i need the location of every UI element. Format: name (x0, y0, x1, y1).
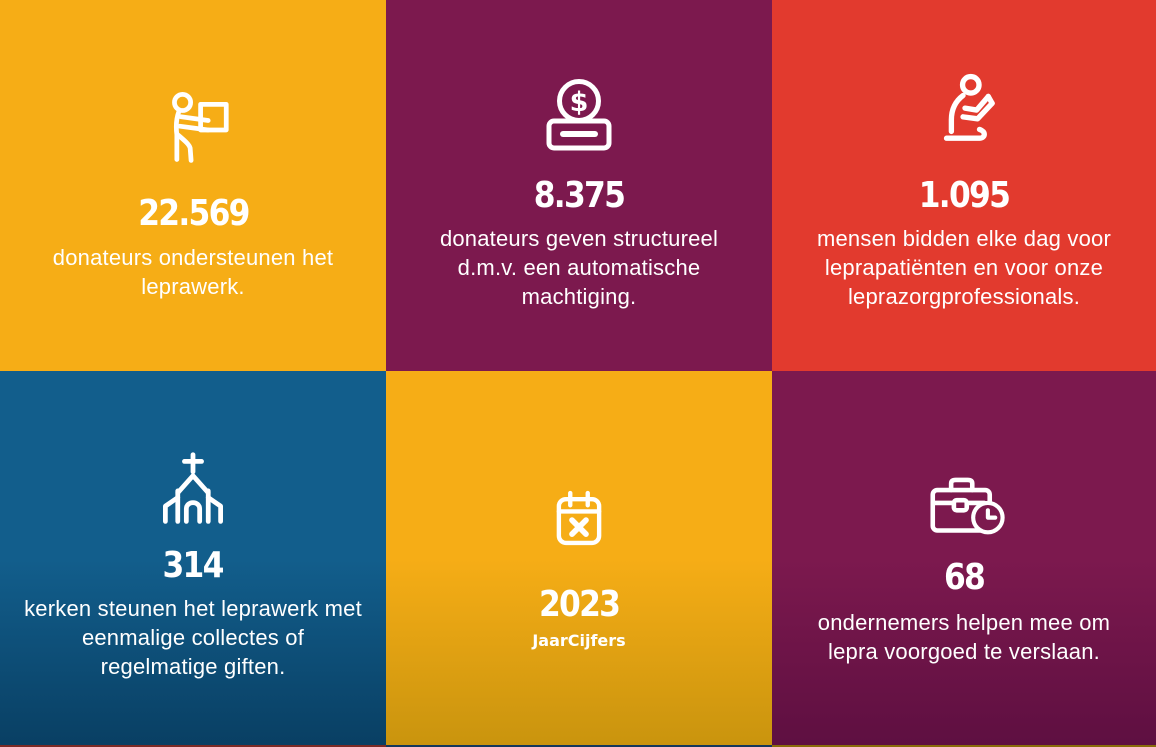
stat-description: mensen bidden elke dag voor leprapatiënt… (817, 224, 1111, 311)
person-carrying-box-icon (156, 92, 230, 168)
description-line: leprapatiënten en voor onze (824, 255, 1104, 280)
page-edge-sliver (772, 745, 1156, 747)
stat-tile-kerken: 314 kerken steunen het leprawerk met een… (0, 371, 386, 747)
briefcase-clock-icon (923, 468, 1005, 536)
description-line: mensen bidden elke dag voor (816, 226, 1112, 251)
description-line: donateurs ondersteunen het (52, 245, 334, 270)
stat-description: ondernemers helpen mee om lepra voorgoed… (818, 608, 1110, 666)
stat-tile-bidders: 1.095 mensen bidden elke dag voor leprap… (772, 0, 1156, 371)
description-line: lepra voorgoed te verslaan. (827, 639, 1100, 664)
stat-value: 68 (943, 557, 986, 598)
stat-description: donateurs ondersteunen het leprawerk. (53, 243, 333, 301)
kneeling-prayer-icon (931, 72, 997, 152)
page-edge-sliver (0, 745, 386, 747)
stat-description: donateurs geven structureel d.m.v. een a… (440, 224, 718, 311)
description-line: leprazorgprofessionals. (847, 284, 1081, 309)
description-line: eenmalige collectes of (81, 625, 305, 650)
stat-tile-donateurs: 22.569 donateurs ondersteunen het lepraw… (0, 0, 386, 371)
stat-value: 8.375 (533, 175, 626, 216)
description-line: machtiging. (521, 284, 637, 309)
stat-tile-structurele-donateurs: $ 8.375 donateurs geven structureel d.m.… (386, 0, 772, 371)
stat-description: kerken steunen het leprawerk met eenmali… (24, 594, 362, 681)
stat-tile-ondernemers: 68 ondernemers helpen mee om lepra voorg… (772, 371, 1156, 747)
description-line: donateurs geven structureel (439, 226, 719, 251)
stat-value: 314 (162, 545, 225, 586)
svg-text:$: $ (570, 87, 589, 118)
stat-value: 1.095 (918, 175, 1011, 216)
description-line: leprawerk. (141, 274, 245, 299)
description-line: d.m.v. een automatische (457, 255, 701, 280)
church-icon (153, 450, 233, 528)
stat-tile-jaarcijfers-2023: 2023 JaarCijfers (386, 371, 772, 747)
coin-donation-icon: $ (539, 74, 619, 156)
description-line: kerken steunen het leprawerk met (24, 596, 362, 621)
stat-value: 22.569 (137, 193, 250, 234)
jaarcijfers-wordmark: JaarCijfers (532, 631, 626, 650)
description-line: ondernemers helpen mee om (817, 610, 1111, 635)
description-line: regelmatige giften. (100, 654, 286, 679)
page-edge-sliver (386, 745, 772, 747)
stat-value: 2023 (538, 584, 621, 625)
calendar-x-icon (544, 479, 614, 563)
